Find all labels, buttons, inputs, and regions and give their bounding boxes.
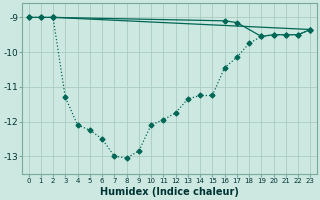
- X-axis label: Humidex (Indice chaleur): Humidex (Indice chaleur): [100, 187, 239, 197]
